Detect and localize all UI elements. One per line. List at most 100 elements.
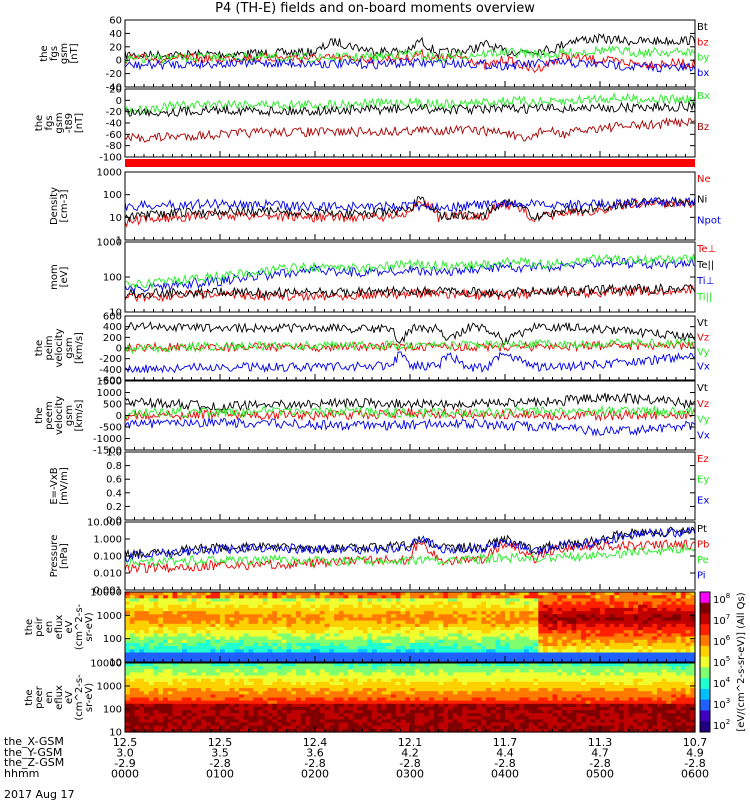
heatmap-cell — [515, 691, 520, 695]
heatmap-cell — [458, 676, 463, 680]
heatmap-cell — [671, 691, 676, 695]
heatmap-cell — [505, 666, 510, 670]
heatmap-cell — [130, 691, 135, 695]
heatmap-cell — [230, 701, 235, 705]
heatmap-cell — [139, 691, 144, 695]
heatmap-cell — [263, 701, 268, 705]
heatmap-cell — [410, 682, 415, 686]
heatmap-cell — [524, 682, 529, 686]
heatmap-cell — [215, 682, 220, 686]
y-tick-label: 20 — [109, 42, 122, 53]
y-axis-label: [nT] — [69, 43, 80, 63]
heatmap-cell — [595, 701, 600, 705]
heatmap-cell — [277, 676, 282, 680]
panel-peim-velocity — [125, 316, 695, 380]
heatmap-cell — [676, 682, 681, 686]
y-tick-label: 0.100 — [93, 552, 122, 563]
heatmap-cell — [462, 701, 467, 705]
heatmap-cell — [220, 682, 225, 686]
heatmap-cell — [591, 701, 596, 705]
heatmap-cell — [624, 691, 629, 695]
heatmap-cell — [211, 701, 216, 705]
heatmap-cell — [567, 701, 572, 705]
heatmap-cell — [652, 701, 657, 705]
heatmap-cell — [353, 676, 358, 680]
heatmap-cell — [367, 666, 372, 670]
heatmap-cell — [681, 676, 686, 680]
heatmap-cell — [467, 666, 472, 670]
heatmap-cell — [301, 701, 306, 705]
heatmap-cell — [633, 666, 638, 670]
heatmap-cell — [158, 701, 163, 705]
heatmap-cell — [557, 691, 562, 695]
heatmap-cell — [211, 676, 216, 680]
y-axis-label: [eV] — [59, 267, 70, 288]
heatmap-cell — [491, 691, 496, 695]
heatmap-cell — [163, 666, 168, 670]
y-tick-label: 10000 — [90, 588, 122, 599]
heatmap-cell — [396, 701, 401, 705]
heatmap-cell — [230, 676, 235, 680]
heatmap-cell — [462, 682, 467, 686]
heatmap-cell — [648, 682, 653, 686]
heatmap-cell — [420, 691, 425, 695]
heatmap-cell — [443, 682, 448, 686]
heatmap-cell — [586, 676, 591, 680]
heatmap-cell — [206, 676, 211, 680]
heatmap-cell — [619, 701, 624, 705]
heatmap-cell — [230, 666, 235, 670]
heatmap-cell — [396, 676, 401, 680]
heatmap-cell — [500, 691, 505, 695]
heatmap-cell — [291, 666, 296, 670]
heatmap-cell — [353, 691, 358, 695]
heatmap-cell — [401, 691, 406, 695]
heatmap-cell — [553, 682, 558, 686]
heatmap-cell — [486, 682, 491, 686]
heatmap-cell — [605, 666, 610, 670]
heatmap-cell — [196, 676, 201, 680]
heatmap-cell — [320, 682, 325, 686]
heatmap-cell — [671, 666, 676, 670]
heatmap-cell — [686, 676, 691, 680]
heatmap-cell — [453, 666, 458, 670]
heatmap-cell — [367, 676, 372, 680]
heatmap-cell — [405, 682, 410, 686]
heatmap-cell — [239, 691, 244, 695]
heatmap-cell — [215, 701, 220, 705]
heatmap-cell — [306, 701, 311, 705]
heatmap-cell — [372, 701, 377, 705]
legend-Ti⊥: Ti⊥ — [696, 276, 714, 287]
heatmap-cell — [177, 666, 182, 670]
legend-Ti||: Ti|| — [696, 292, 712, 303]
heatmap-cell — [434, 691, 439, 695]
heatmap-cell — [439, 676, 444, 680]
heatmap-cell — [567, 691, 572, 695]
heatmap-cell — [581, 682, 586, 686]
heatmap-cell — [576, 682, 581, 686]
heatmap-cell — [239, 666, 244, 670]
heatmap-cell — [230, 682, 235, 686]
heatmap-cell — [301, 691, 306, 695]
heatmap-cell — [329, 682, 334, 686]
heatmap-cell — [291, 676, 296, 680]
heatmap-cell — [443, 701, 448, 705]
heatmap-cell — [681, 682, 686, 686]
legend-bz: bz — [697, 37, 709, 48]
heatmap-cell — [410, 666, 415, 670]
heatmap-cell — [586, 682, 591, 686]
heatmap-cell — [405, 701, 410, 705]
y-tick-label: 20 — [109, 85, 122, 96]
heatmap-cell — [595, 666, 600, 670]
heatmap-cell — [553, 676, 558, 680]
heatmap-cell — [310, 676, 315, 680]
heatmap-cell — [562, 666, 567, 670]
heatmap-cell — [624, 666, 629, 670]
heatmap-cell — [306, 691, 311, 695]
heatmap-cell — [486, 666, 491, 670]
heatmap-cell — [614, 691, 619, 695]
heatmap-cell — [282, 691, 287, 695]
heatmap-cell — [296, 676, 301, 680]
heatmap-cell — [619, 691, 624, 695]
heatmap-cell — [648, 701, 653, 705]
